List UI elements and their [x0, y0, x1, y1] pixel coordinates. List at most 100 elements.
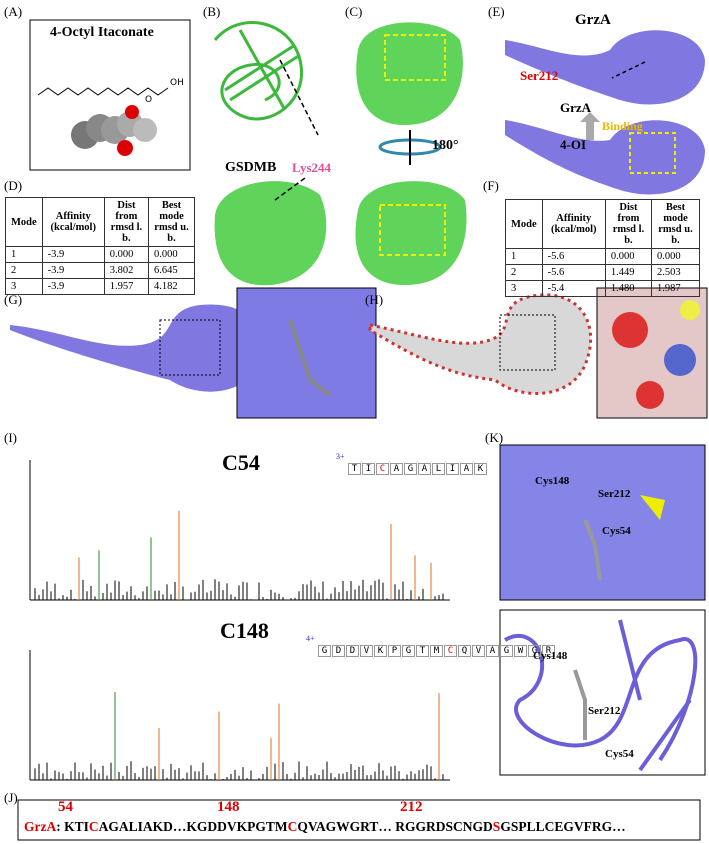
table-cell: 0.000	[103, 246, 150, 263]
table-cell: -5.6	[541, 264, 606, 281]
arrow	[611, 61, 646, 79]
residue-name: Ser212	[588, 705, 621, 717]
table-cell: 3	[505, 280, 543, 297]
table-cell: 1.480	[604, 280, 652, 297]
docking-table: Mode Affinity (kcal/mol) Dist from rmsd l.…	[5, 197, 195, 295]
table-row: 3 -3.9 1.957 4.182	[5, 278, 195, 295]
zoom-box	[159, 319, 221, 376]
residue: A	[460, 463, 473, 475]
residue: I	[362, 463, 375, 475]
protein-surface	[355, 181, 467, 285]
compound-name: 4-Octyl Itaconate	[50, 25, 154, 40]
protein-name: GSDMB	[225, 160, 277, 175]
panel-label: (J)	[4, 790, 18, 805]
residue-name: Cys54	[602, 525, 631, 537]
sequence-segment: AGALIAKD…KGDDVKPGTM	[98, 819, 288, 834]
spectrum-title: C54	[222, 450, 260, 475]
residue: L	[432, 463, 445, 475]
table-cell: 1.957	[103, 278, 150, 295]
table-cell: Affinity (kcal/mol)	[41, 197, 105, 247]
table-cell: 0.000	[604, 248, 652, 265]
atom-label: O	[145, 95, 153, 105]
ligand	[573, 669, 587, 740]
residue: A	[390, 463, 403, 475]
docking-table: Mode Affinity (kcal/mol) Dist from rmsd l.…	[505, 199, 701, 297]
table-cell: 2	[505, 264, 543, 281]
table-cell: 6.645	[148, 262, 195, 279]
table-cell: Mode	[505, 199, 543, 249]
panel-label: (A)	[4, 4, 23, 19]
table-cell: Dist from rmsd l. b.	[604, 199, 652, 249]
protein-name: GrzA	[575, 12, 611, 28]
rotation-label: 180°	[432, 138, 459, 153]
position-label: 54	[58, 799, 73, 815]
residue: C	[376, 463, 389, 475]
table-cell: Mode	[5, 197, 43, 247]
zoom-inset	[236, 287, 377, 419]
residue: D	[346, 645, 359, 657]
binding-box	[384, 34, 446, 81]
ligand-name: 4-OI	[560, 137, 586, 152]
residue: G	[402, 645, 415, 657]
sequence-line: GrzA: KTICAGALIAKD…KGDDVKPGTMCQVAGWGRT… …	[24, 819, 626, 835]
skeletal-formula	[37, 87, 169, 96]
residue: K	[474, 463, 487, 475]
table-cell: 3.802	[103, 262, 150, 279]
residue-name: Lys244	[292, 160, 332, 175]
protein-name: GrzA	[560, 100, 592, 115]
residue-name: Cys148	[535, 475, 570, 487]
panel-label: (B)	[203, 4, 221, 19]
ribbon-view	[499, 609, 706, 776]
residue: A	[486, 645, 499, 657]
arrow	[279, 59, 319, 136]
table-cell: -5.6	[541, 248, 606, 265]
binding-box	[629, 132, 676, 174]
protein-surface	[356, 22, 463, 126]
sequence-segment: S	[492, 819, 501, 834]
residue: A	[418, 463, 431, 475]
table-cell: 1.449	[604, 264, 652, 281]
table-cell: -3.9	[41, 246, 105, 263]
residue: Q	[458, 645, 471, 657]
residue: R	[542, 645, 555, 657]
table-cell: 2	[5, 262, 43, 279]
table-cell: 1.987	[650, 280, 701, 297]
protein-name: GrzA	[24, 819, 57, 834]
table-row: 2 -3.9 3.802 6.645	[5, 262, 195, 279]
ribbon-structure	[504, 619, 698, 772]
residue: C	[444, 645, 457, 657]
residue: T	[416, 645, 429, 657]
table-cell: 0.000	[148, 246, 195, 263]
table-cell: Dist from rmsd l. b.	[103, 197, 150, 247]
cys54-highlight	[640, 495, 665, 520]
table-row: 1 -5.6 0.000 0.000	[505, 248, 701, 265]
ligand	[583, 519, 602, 581]
residue: V	[472, 645, 485, 657]
protein-surface	[505, 120, 705, 195]
residue: G	[318, 645, 331, 657]
table-cell: -5.4	[541, 280, 606, 297]
panel-label: (I)	[4, 430, 17, 445]
panel-label: (D)	[4, 178, 23, 193]
residue: T	[348, 463, 361, 475]
table-cell: Best mode rmsd u. b.	[650, 199, 701, 249]
protein-surface	[505, 30, 705, 105]
sequence-box	[17, 799, 701, 841]
table-cell: 3	[5, 278, 43, 295]
atom-label: OH	[170, 78, 184, 88]
relation-label: Binding	[602, 119, 643, 133]
residue-name: Ser212	[520, 68, 559, 83]
panel-label: (E)	[488, 4, 505, 19]
panel-label: (H)	[365, 292, 384, 307]
table-cell: 1	[5, 246, 43, 263]
ligand	[288, 319, 332, 397]
sequence-segment: GSPLLCEGVFRG…	[500, 819, 626, 834]
panel-label: (K)	[485, 430, 504, 445]
ribbon-structure	[213, 21, 303, 121]
protein-surface	[368, 293, 593, 395]
residue: G	[500, 645, 513, 657]
residue: G	[404, 463, 417, 475]
